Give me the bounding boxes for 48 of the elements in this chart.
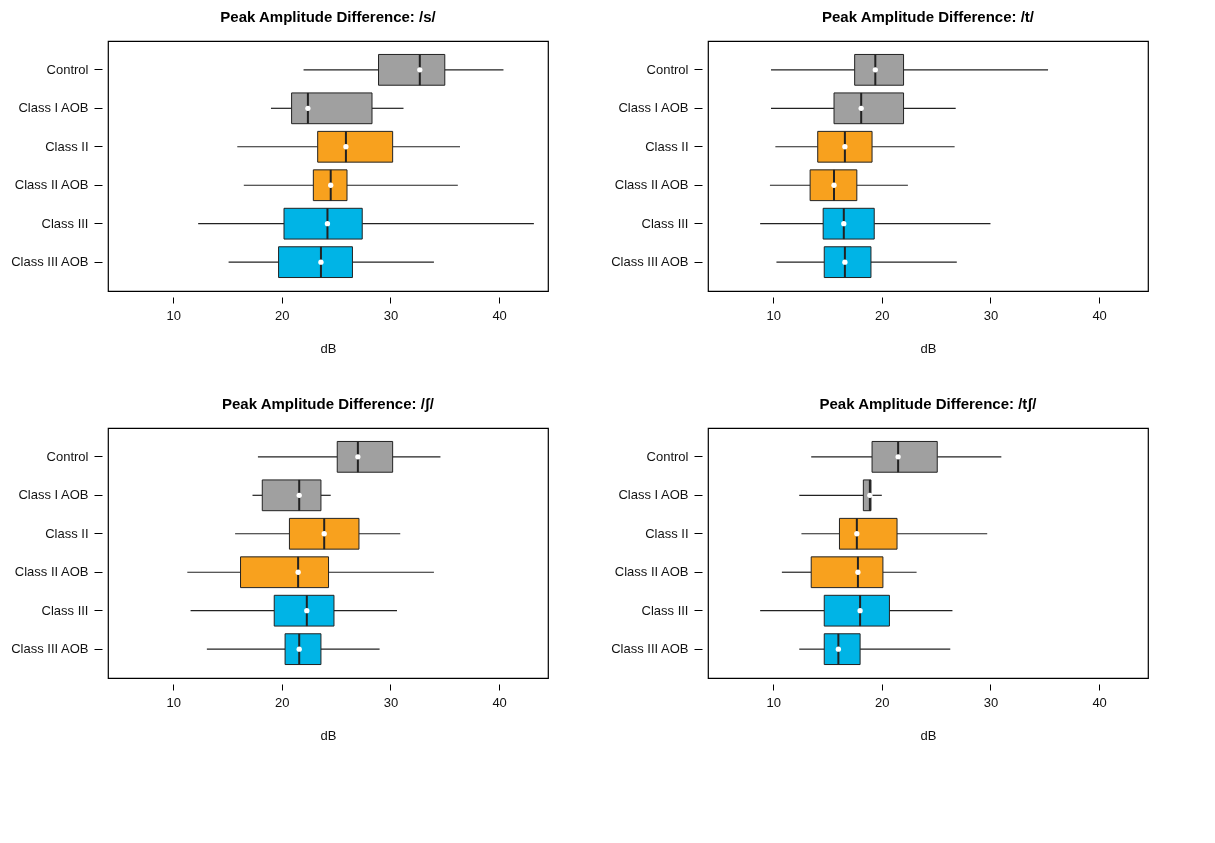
x-tick-label: 20 [875,694,890,710]
y-tick-label: Class II AOB [14,177,89,193]
y-tick-label: Class I AOB [618,100,689,116]
x-axis-title: dB [320,340,337,356]
y-tick-label: Class II [45,138,89,154]
y-tick-label: Class II AOB [614,564,689,580]
x-tick-label: 40 [492,307,507,323]
x-tick-label: 40 [1092,307,1107,323]
y-tick-label: Class II [645,138,689,154]
y-tick-label: Class I AOB [618,487,689,503]
y-tick-label: Class II [45,525,89,541]
y-tick-label: Class III [641,215,689,231]
y-tick-label: Control [646,448,689,464]
y-tick-label: Class II AOB [14,564,89,580]
x-tick-label: 30 [983,307,999,323]
y-tick-label: Class I AOB [18,100,89,116]
x-axis-title: dB [920,340,937,356]
y-tick-label: Class III AOB [611,254,689,270]
y-tick-label: Class III [41,602,89,618]
chart-title: Peak Amplitude Difference: /ʃ/ [222,395,435,412]
y-tick-label: Class III AOB [611,641,689,657]
x-tick-label: 20 [875,307,890,323]
x-tick-label: 10 [166,694,181,710]
x-tick-label: 20 [275,694,290,710]
y-tick-label: Class III [41,215,89,231]
x-tick-label: 10 [766,694,781,710]
x-tick-label: 20 [275,307,290,323]
x-tick-label: 10 [166,307,181,323]
y-tick-label: Class I AOB [18,487,89,503]
x-axis-title: dB [920,727,937,743]
y-tick-label: Class III AOB [11,641,89,657]
chart-title: Peak Amplitude Difference: /t/ [822,8,1035,25]
y-tick-label: Class III AOB [11,254,89,270]
x-tick-label: 30 [983,694,999,710]
x-tick-label: 40 [1092,694,1107,710]
y-tick-label: Class II AOB [614,177,689,193]
y-tick-label: Control [46,61,89,77]
x-tick-label: 40 [492,694,507,710]
x-tick-label: 30 [383,694,399,710]
y-tick-label: Control [646,61,689,77]
y-tick-label: Control [46,448,89,464]
chart-title: Peak Amplitude Difference: /s/ [220,8,437,25]
y-tick-label: Class III [641,602,689,618]
y-tick-label: Class II [645,525,689,541]
x-tick-label: 30 [383,307,399,323]
chart-title: Peak Amplitude Difference: /tʃ/ [819,395,1038,412]
x-axis-title: dB [320,727,337,743]
x-tick-label: 10 [766,307,781,323]
